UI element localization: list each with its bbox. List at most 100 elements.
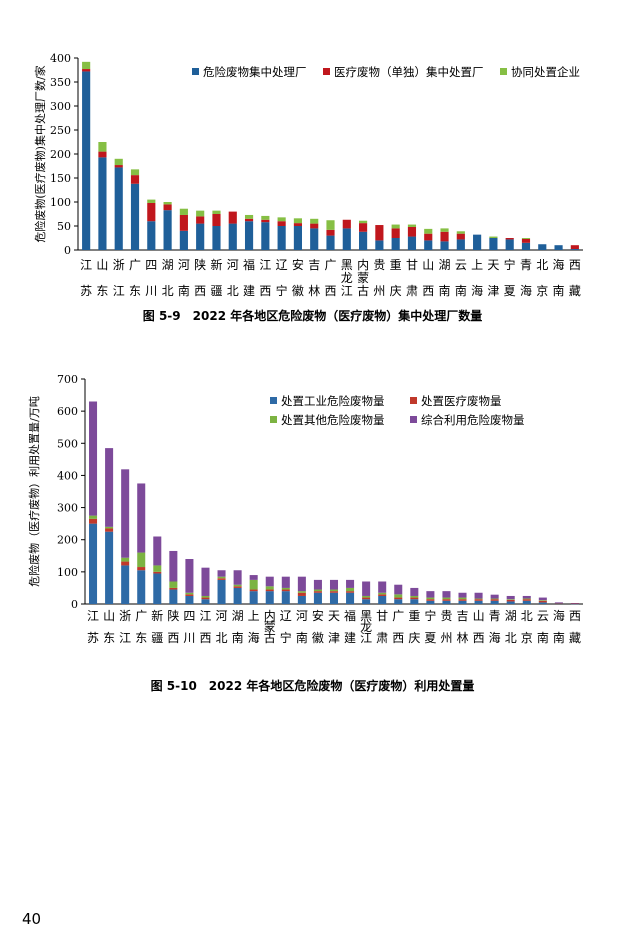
x-tick-label: 新 (151, 608, 163, 623)
bar-segment (391, 228, 400, 238)
chart-caption: 图 5-9 2022 年各地区危险废物（医疗废物）集中处理厂数量 (142, 309, 483, 323)
legend-swatch (410, 416, 417, 423)
bar-segment (169, 550, 178, 582)
x-tick-label: 苏 (80, 284, 92, 298)
x-tick-label: 夏 (504, 284, 516, 298)
bar-segment (169, 581, 178, 588)
x-tick-label: 重 (408, 609, 420, 623)
bar-segment (506, 601, 515, 604)
bar-segment (538, 244, 547, 250)
bar-segment (217, 578, 226, 580)
x-tick-label: 川 (145, 284, 157, 298)
x-tick-label: 京 (521, 631, 533, 645)
bar-segment (313, 591, 322, 593)
bar-segment (410, 597, 419, 600)
bar-segment (359, 220, 368, 224)
x-tick-label: 广 (324, 258, 336, 272)
bar-segment (407, 226, 417, 237)
x-tick-label: 河 (296, 609, 308, 623)
x-tick-label: 州 (373, 284, 385, 298)
x-tick-label: 上 (248, 609, 260, 623)
legend-label: 危险废物集中处理厂 (203, 65, 307, 79)
bar-segment (326, 229, 335, 236)
x-tick-label: 州 (440, 631, 452, 645)
bar-segment (244, 218, 254, 222)
bar-segment (313, 592, 322, 604)
bar-segment (326, 220, 335, 230)
x-tick-label: 南 (439, 283, 451, 298)
bar-segment (98, 142, 107, 152)
chart-svg: 0 50 100 150 200 250 300 350 400危险废物(医疗废物)集中处理厂数… (33, 52, 583, 298)
x-tick-label: 海 (471, 283, 483, 298)
bar-segment (212, 214, 221, 226)
x-tick-label: 上 (471, 258, 483, 272)
bar-segment (89, 401, 98, 516)
y-tick-label: 50 (57, 220, 71, 233)
bar-segment (265, 591, 274, 604)
bar-segment (346, 592, 355, 604)
y-tick-label: 600 (57, 405, 78, 418)
bar-segment (554, 603, 563, 604)
bar-segment (169, 587, 178, 590)
y-tick-label: 300 (50, 100, 71, 113)
bar-segment (342, 219, 351, 229)
bar-segment (185, 594, 194, 596)
x-tick-label: 疆 (151, 631, 163, 645)
bar-segment (442, 600, 451, 604)
bar-segment (474, 598, 483, 600)
bar-segment (362, 597, 371, 600)
x-tick-label: 海 (553, 257, 565, 272)
bar-segment (265, 586, 274, 590)
bar-segment (538, 597, 547, 601)
bar-segment (201, 599, 210, 604)
bar-segment (233, 584, 242, 587)
x-tick-label: 西 (194, 284, 206, 298)
y-tick-label: 200 (50, 148, 71, 161)
x-tick-label: 贵 (440, 609, 452, 623)
bar-segment (196, 216, 205, 224)
bar-segment (233, 570, 242, 585)
x-tick-label: 湖 (439, 257, 451, 272)
y-tick-label: 250 (50, 124, 71, 137)
x-tick-label: 天 (487, 258, 499, 272)
bar-segment (329, 579, 339, 590)
bar-segment (538, 600, 547, 601)
x-tick-label: 黑 (360, 609, 372, 623)
x-tick-label: 江 (113, 284, 125, 298)
x-tick-label: 河 (216, 609, 228, 623)
x-tick-label: 北 (536, 258, 548, 272)
x-tick-label: 肃 (376, 631, 388, 645)
bar-segment (474, 592, 483, 599)
x-tick-label: 南 (296, 630, 308, 645)
x-tick-label: 徽 (292, 283, 304, 298)
x-tick-label: 宁 (504, 257, 516, 272)
bar-segment (163, 202, 172, 205)
bar-segment (297, 595, 306, 604)
bar-segment (114, 165, 123, 168)
bar-segment (329, 592, 339, 604)
bar-segment (474, 600, 483, 604)
bar-segment (153, 536, 162, 566)
bar-segment (185, 592, 194, 595)
bar-segment (277, 226, 286, 250)
bar-segment (89, 523, 98, 604)
bar-segment (261, 219, 270, 223)
x-tick-label: 庆 (408, 631, 420, 645)
bar-segment (538, 602, 547, 604)
x-tick-label: 江 (259, 258, 271, 272)
x-tick-label: 吉 (457, 609, 469, 623)
bar-segment (426, 599, 435, 601)
bar-segment (233, 586, 242, 588)
legend-label: 处置工业危险废物量 (281, 394, 385, 408)
x-tick-label: 西 (199, 631, 211, 645)
bar-segment (391, 224, 400, 229)
bar-segment (329, 589, 339, 592)
bar-segment (442, 591, 451, 598)
x-tick-label: 宁 (276, 283, 288, 298)
x-tick-label: 宁 (280, 630, 292, 645)
bar-segment (105, 526, 114, 529)
bar-segment (310, 223, 319, 229)
bar-segment (473, 234, 482, 250)
x-tick-label: 江 (80, 258, 92, 272)
bar-segment (362, 581, 371, 596)
